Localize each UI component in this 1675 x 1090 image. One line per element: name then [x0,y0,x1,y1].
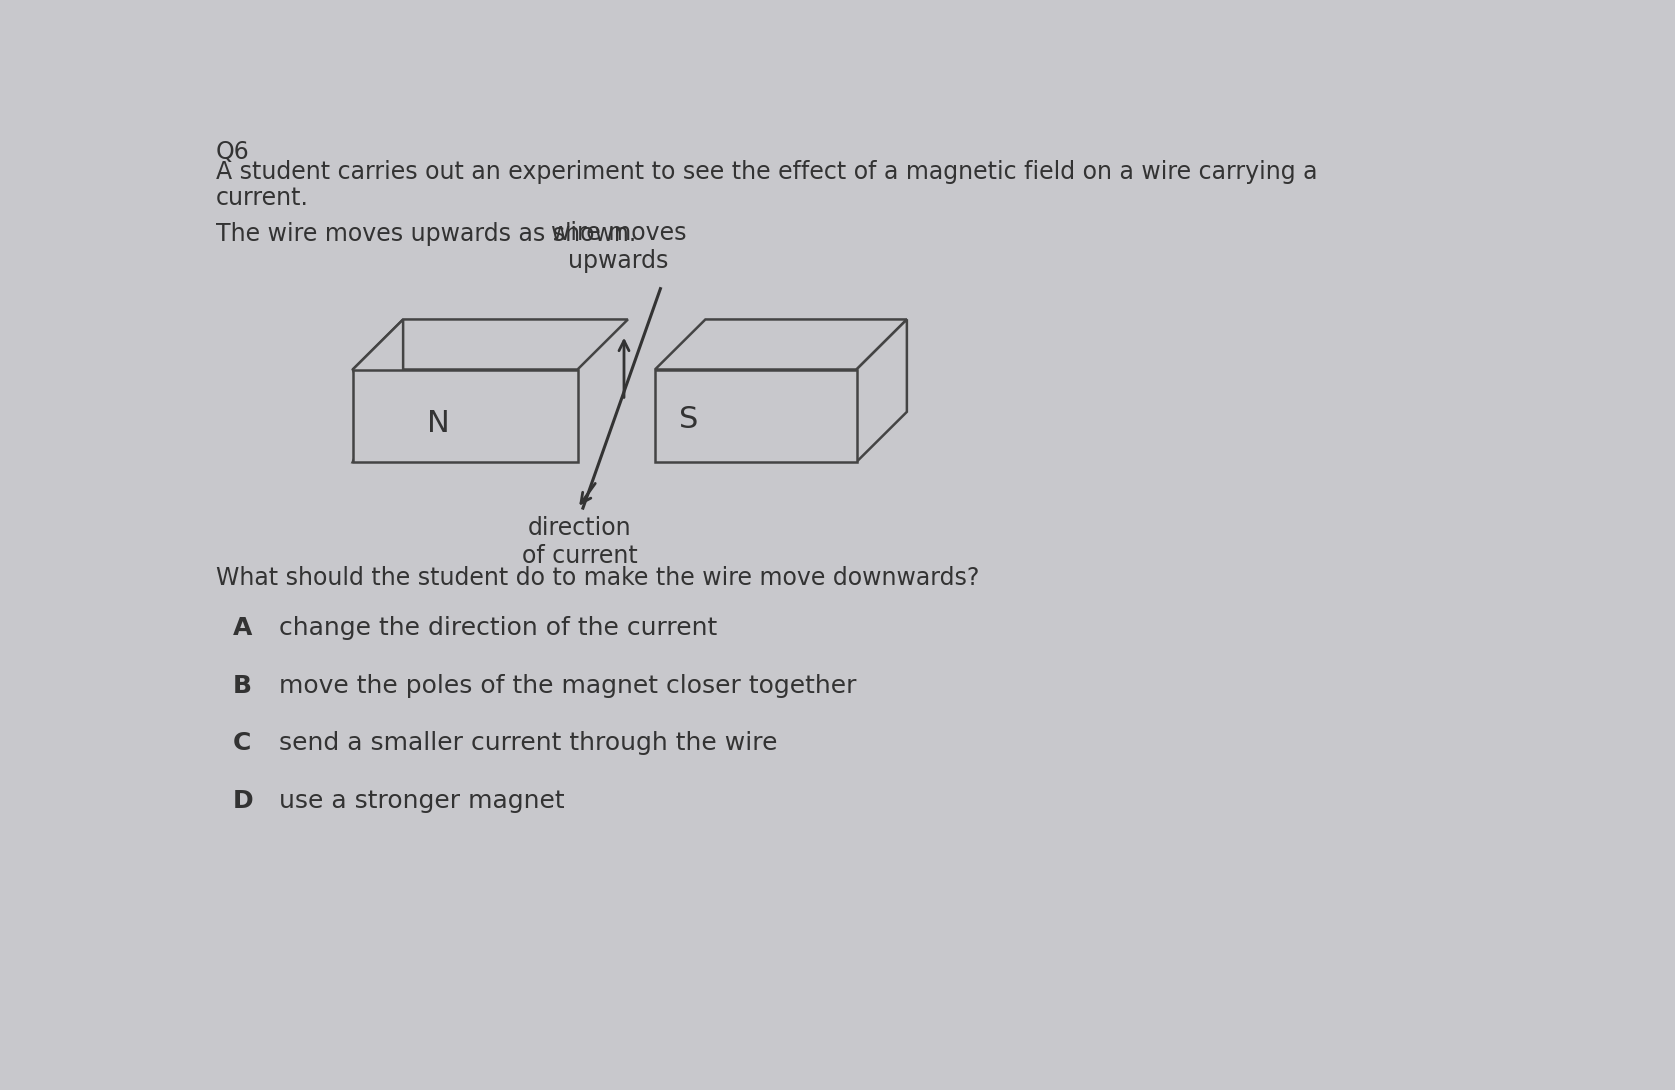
Polygon shape [655,370,856,462]
Text: use a stronger magnet: use a stronger magnet [280,789,564,813]
Text: S: S [678,405,698,434]
Text: send a smaller current through the wire: send a smaller current through the wire [280,731,777,755]
Text: wire moves
upwards: wire moves upwards [551,221,687,274]
Polygon shape [353,319,404,462]
Text: direction
of current: direction of current [523,516,638,568]
Text: B: B [233,674,251,698]
Text: C: C [233,731,251,755]
Text: A: A [233,616,251,640]
Text: move the poles of the magnet closer together: move the poles of the magnet closer toge… [280,674,856,698]
Polygon shape [655,319,906,370]
Text: Q6: Q6 [216,140,250,164]
Text: A student carries out an experiment to see the effect of a magnetic field on a w: A student carries out an experiment to s… [216,160,1317,184]
Polygon shape [353,370,578,462]
Text: current.: current. [216,186,308,210]
Text: What should the student do to make the wire move downwards?: What should the student do to make the w… [216,566,978,590]
Text: N: N [427,409,449,438]
Polygon shape [856,319,906,462]
Text: The wire moves upwards as shown.: The wire moves upwards as shown. [216,221,636,245]
Text: change the direction of the current: change the direction of the current [280,616,717,640]
Text: D: D [233,789,253,813]
Polygon shape [353,319,628,370]
